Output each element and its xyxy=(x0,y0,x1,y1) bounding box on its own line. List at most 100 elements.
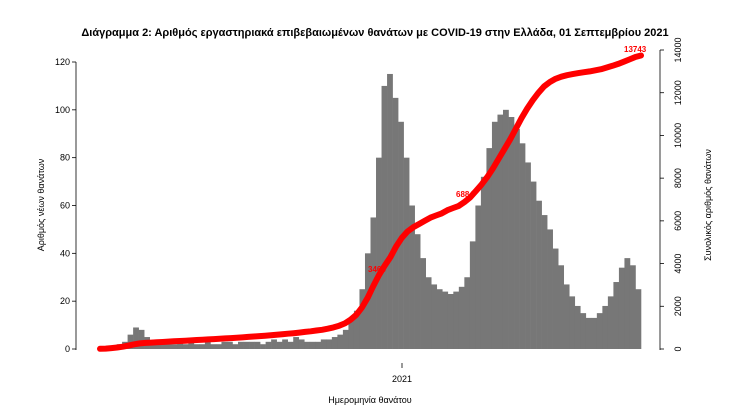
right-tick-label: 10000 xyxy=(673,123,683,148)
bar xyxy=(558,265,565,349)
chart-title: Διάγραμμα 2: Αριθμός εργαστηριακά επιβεβ… xyxy=(81,27,668,39)
annotation-13743: 13743 xyxy=(624,45,647,54)
bar xyxy=(425,277,432,349)
bar xyxy=(497,114,504,350)
bar xyxy=(326,339,333,349)
bar xyxy=(309,341,316,349)
bar xyxy=(475,205,482,349)
right-tick-label: 14000 xyxy=(673,37,683,62)
bar xyxy=(304,341,311,349)
x-axis-label: Ημερομηνία θανάτου xyxy=(328,395,412,405)
bar xyxy=(596,313,603,350)
bar xyxy=(464,277,471,349)
x-tick-label-2021: 2021 xyxy=(392,374,412,384)
bar xyxy=(265,341,272,349)
bar xyxy=(525,162,531,349)
left-tick-label: 80 xyxy=(60,153,70,163)
bar xyxy=(502,109,509,349)
bar xyxy=(182,344,189,349)
bar xyxy=(331,337,338,349)
bar xyxy=(193,344,200,349)
bar xyxy=(613,282,620,349)
annotation-6884: 6884 xyxy=(456,190,474,199)
bar xyxy=(138,329,145,349)
bar xyxy=(436,289,443,349)
bar xyxy=(199,344,206,349)
bar xyxy=(536,200,542,349)
bar xyxy=(607,296,614,349)
bar xyxy=(298,339,305,349)
bar xyxy=(580,313,587,350)
bar xyxy=(453,291,460,349)
bar xyxy=(547,229,553,349)
bar xyxy=(480,176,487,349)
bar xyxy=(221,341,228,349)
bar xyxy=(486,148,493,349)
bar xyxy=(282,339,288,349)
bar xyxy=(514,128,520,349)
bar xyxy=(166,344,173,349)
bar xyxy=(392,97,399,350)
bar xyxy=(188,341,195,349)
y2-axis-label: Συνολικός αριθμός θανάτων xyxy=(703,149,713,261)
bar xyxy=(591,317,598,349)
left-tick-label: 20 xyxy=(60,296,70,306)
bar xyxy=(618,267,625,349)
bar xyxy=(210,344,217,349)
right-tick-label: 0 xyxy=(673,346,683,351)
bar xyxy=(508,117,515,349)
right-tick-label: 12000 xyxy=(673,80,683,105)
bar xyxy=(337,334,344,349)
bar xyxy=(491,121,498,349)
y-axis-label: Αριθμός νέων θανάτων xyxy=(36,158,46,251)
right-tick-label: 2000 xyxy=(673,296,683,316)
right-axis-ticks: 0 2000 4000 6000 8000 10000 12000 14000 xyxy=(660,37,683,352)
right-tick-label: 4000 xyxy=(673,254,683,274)
left-tick-label: 100 xyxy=(55,105,70,115)
bar xyxy=(204,341,211,349)
bar xyxy=(315,341,322,349)
bar xyxy=(160,344,167,349)
bar xyxy=(133,327,139,349)
bar xyxy=(249,341,255,349)
bar xyxy=(320,339,327,349)
right-tick-label: 8000 xyxy=(673,168,683,188)
bar xyxy=(243,341,250,349)
bar xyxy=(585,317,592,349)
bar xyxy=(409,205,415,349)
left-tick-label: 40 xyxy=(60,248,70,258)
bar xyxy=(348,320,355,349)
bar xyxy=(177,341,184,349)
bar xyxy=(624,258,631,349)
bar xyxy=(254,341,261,349)
bar xyxy=(381,85,388,350)
bar xyxy=(629,265,636,349)
bar xyxy=(530,181,537,349)
bar xyxy=(171,344,178,349)
bar xyxy=(458,286,465,349)
bar xyxy=(155,344,162,349)
bar xyxy=(447,293,454,349)
bar xyxy=(232,344,239,349)
bar xyxy=(215,344,222,349)
bar xyxy=(287,341,294,349)
bar xyxy=(414,234,421,349)
bar xyxy=(563,284,570,349)
left-tick-label: 60 xyxy=(60,201,70,211)
bar xyxy=(442,291,449,349)
bar xyxy=(376,157,382,349)
bar xyxy=(469,241,476,350)
bar xyxy=(260,344,266,349)
bar xyxy=(569,296,576,349)
bar xyxy=(552,248,559,349)
left-tick-label: 120 xyxy=(55,57,70,67)
bar xyxy=(420,258,426,349)
bar xyxy=(519,143,526,349)
bar xyxy=(635,289,642,349)
bar xyxy=(127,334,134,349)
bar xyxy=(387,73,393,350)
bar xyxy=(431,284,438,349)
bars-layer xyxy=(100,73,642,350)
line-layer xyxy=(97,52,644,352)
